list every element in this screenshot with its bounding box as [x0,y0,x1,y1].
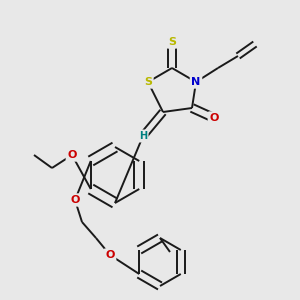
Text: O: O [209,113,219,123]
Text: S: S [144,77,152,87]
Text: H: H [139,131,147,141]
Text: N: N [191,77,201,87]
Text: O: O [70,195,80,205]
Text: S: S [168,37,176,47]
Text: O: O [67,150,77,160]
Text: O: O [105,250,115,260]
